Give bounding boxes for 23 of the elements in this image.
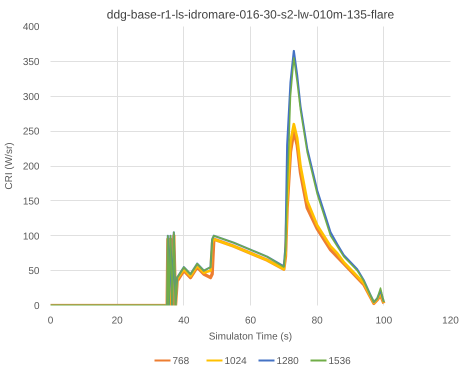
x-tick-label: 120 — [442, 316, 460, 326]
legend-label: 1536 — [328, 356, 352, 367]
y-axis-title: CRI (W/sr) — [4, 142, 15, 190]
legend-label: 1280 — [276, 356, 300, 367]
y-tick-label: 200 — [22, 162, 40, 172]
x-tick-label: 60 — [244, 316, 256, 326]
y-tick-label: 150 — [22, 196, 40, 208]
y-tick-label: 50 — [28, 266, 40, 278]
x-tick-label: 20 — [112, 316, 124, 326]
x-tick-label: 40 — [178, 316, 190, 326]
x-tick-label: 80 — [312, 316, 324, 326]
y-tick-label: 250 — [22, 126, 40, 138]
legend-label: 1024 — [224, 356, 248, 367]
x-tick-label: 100 — [375, 316, 393, 326]
x-tick-label: 0 — [48, 316, 54, 326]
legend-label: 768 — [172, 356, 190, 367]
y-tick-label: 400 — [22, 22, 40, 33]
y-tick-label: 350 — [22, 56, 40, 68]
y-tick-label: 0 — [34, 301, 40, 312]
x-axis-title: Simulaton Time (s) — [208, 332, 292, 342]
chart-title: ddg-base-r1-ls-idromare-016-30-s2-lw-010m-135-flare — [106, 8, 395, 22]
y-tick-label: 100 — [22, 231, 40, 242]
y-tick-label: 300 — [22, 92, 40, 103]
